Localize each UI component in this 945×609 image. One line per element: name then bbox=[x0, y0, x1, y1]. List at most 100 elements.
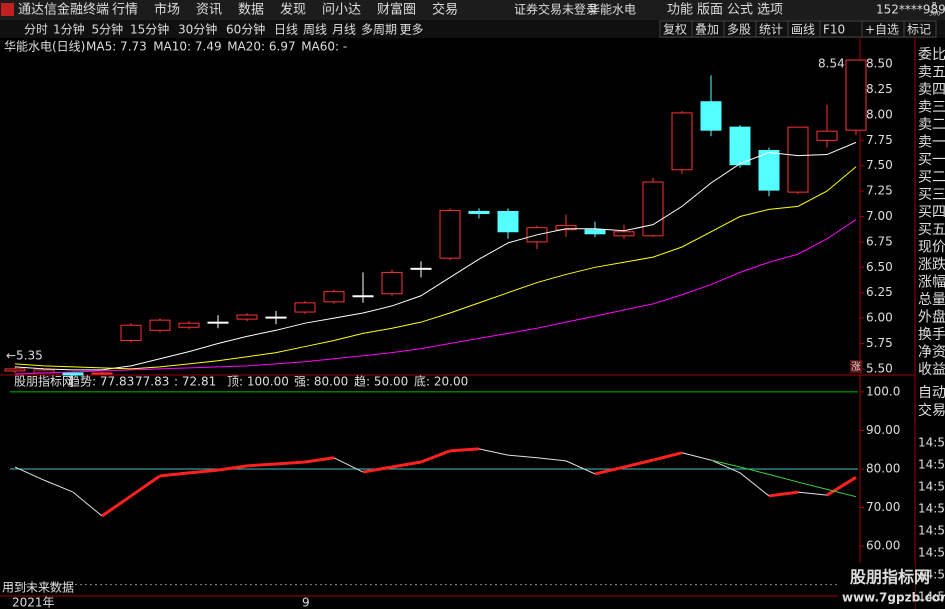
menu-item[interactable]: 问小达 bbox=[322, 3, 361, 18]
period-tab[interactable]: 60分钟 bbox=[226, 22, 265, 37]
period-tab[interactable]: 月线 bbox=[332, 23, 356, 37]
y-tick-label: 7.00 bbox=[866, 209, 893, 223]
trend-segment bbox=[710, 459, 741, 474]
menu-item[interactable]: 市场 bbox=[154, 2, 180, 18]
toolbar-button-label[interactable]: 叠加 bbox=[695, 23, 719, 37]
candle-body bbox=[497, 210, 519, 233]
toolbar-button-label[interactable]: +自选 bbox=[865, 23, 899, 37]
indicator-value: : 72.81 bbox=[174, 375, 216, 389]
candle-body bbox=[410, 267, 432, 270]
signal-line bbox=[710, 459, 857, 498]
side-label: 买三 bbox=[918, 187, 945, 203]
toolbar-button-label[interactable]: 多股 bbox=[727, 23, 751, 37]
candle-body bbox=[729, 126, 751, 166]
menu-right[interactable]: 功能 bbox=[667, 3, 693, 18]
candle-body bbox=[613, 231, 635, 237]
candle-body bbox=[265, 316, 287, 319]
side-time: 14:56 bbox=[918, 458, 945, 472]
menu-item[interactable]: 数据 bbox=[238, 3, 264, 18]
y-tick-label: 70.00 bbox=[866, 500, 900, 514]
toolbar-button-label[interactable]: 统计 bbox=[759, 23, 783, 37]
menu-bar bbox=[0, 0, 945, 20]
menu-right[interactable]: 选项 bbox=[757, 3, 783, 18]
side-auto[interactable]: 交易 bbox=[918, 402, 945, 419]
y-tick-label: 80.00 bbox=[866, 461, 900, 475]
trend-segment bbox=[101, 494, 132, 518]
side-label: 买五 bbox=[918, 222, 945, 238]
y-tick-label: 6.50 bbox=[866, 260, 893, 274]
ma-line bbox=[14, 166, 857, 370]
indicator-value: 77.83 bbox=[135, 375, 169, 389]
candle-body bbox=[4, 368, 26, 372]
ma-label: MA60: - bbox=[301, 40, 347, 54]
trend-segment bbox=[246, 462, 277, 468]
side-label: 买四 bbox=[918, 205, 945, 221]
watermark-url: www.7gpzb.com bbox=[842, 591, 945, 605]
trend-segment bbox=[333, 457, 364, 473]
menu-item[interactable]: 发现 bbox=[280, 2, 306, 18]
user: 152****9892 bbox=[876, 3, 945, 17]
side-auto[interactable]: 自动 bbox=[918, 385, 945, 401]
menu-item[interactable]: 行情 bbox=[112, 3, 138, 18]
side-time: 14:56 bbox=[918, 568, 945, 582]
y-tick-label: 8.00 bbox=[866, 107, 893, 121]
period-tab[interactable]: 1分钟 bbox=[53, 22, 85, 37]
toolbar-button-label[interactable]: 复权 bbox=[663, 23, 687, 37]
chart-title: 华能水电(日线) bbox=[4, 40, 85, 54]
watermark-box bbox=[838, 563, 915, 609]
side-label: 卖一 bbox=[918, 135, 945, 151]
y-tick-label: 6.75 bbox=[866, 234, 893, 248]
menu-item[interactable]: 财富圈 bbox=[377, 2, 416, 18]
side-label: 收益 bbox=[918, 362, 945, 378]
candle-body bbox=[439, 209, 461, 259]
candle-body bbox=[584, 229, 606, 235]
period-tab[interactable]: 周线 bbox=[303, 23, 327, 37]
flag: 涨 bbox=[851, 361, 861, 373]
y-tick-label: 5.75 bbox=[866, 336, 893, 350]
trend-segment bbox=[188, 468, 219, 475]
side-label: 净资 bbox=[918, 345, 945, 361]
menu-right[interactable]: 版面 bbox=[697, 3, 723, 18]
menu-item[interactable]: 交易 bbox=[432, 2, 458, 18]
y-tick-label: 7.25 bbox=[866, 184, 893, 198]
candle-body bbox=[294, 302, 316, 313]
period-tab[interactable]: 15分钟 bbox=[130, 22, 169, 37]
trend-segment bbox=[536, 457, 567, 462]
period-tab[interactable]: 30分钟 bbox=[178, 22, 217, 37]
y-tick-label: 7.50 bbox=[866, 158, 893, 172]
period-tab[interactable]: 5分钟 bbox=[92, 22, 124, 37]
candle-body bbox=[207, 321, 229, 324]
toolbar bbox=[0, 20, 945, 38]
app-icon bbox=[1, 3, 14, 16]
indicator-name: 股朋指标网 bbox=[14, 374, 74, 389]
side-time: 14:56 bbox=[918, 524, 945, 538]
side-label: 涨跌 bbox=[918, 257, 945, 273]
side-label: 现价 bbox=[918, 240, 945, 256]
toolbar-button-label[interactable]: F10 bbox=[823, 23, 845, 37]
toolbar-button[interactable] bbox=[903, 20, 937, 38]
candle-body bbox=[845, 59, 867, 131]
toolbar-button-label[interactable]: 标记 bbox=[907, 23, 931, 37]
candle-body bbox=[323, 291, 345, 303]
trend-segment bbox=[739, 472, 770, 497]
high-label: 8.54 bbox=[818, 57, 845, 71]
login-status[interactable]: 证券交易未登录 bbox=[514, 2, 598, 17]
menu-right[interactable]: 公式 bbox=[727, 3, 753, 18]
indicator-value: 趋: 50.00 bbox=[354, 375, 408, 389]
menu-item[interactable]: 资讯 bbox=[196, 3, 222, 18]
period-tab[interactable]: 分时 bbox=[24, 23, 48, 37]
period-tab[interactable]: 更多 bbox=[400, 23, 424, 37]
side-label: 换手 bbox=[918, 326, 945, 343]
period-tab[interactable]: 多周期 bbox=[361, 23, 397, 37]
app-name: 通达信金融终端 bbox=[18, 2, 109, 18]
candle-body bbox=[700, 101, 722, 131]
low-label: ←5.35 bbox=[6, 349, 43, 363]
side-label: 委比 bbox=[918, 47, 945, 63]
period-tab[interactable]: 日线 bbox=[274, 23, 298, 37]
side-label: 卖四 bbox=[918, 82, 945, 98]
trend-segment bbox=[72, 491, 103, 517]
candle-body bbox=[671, 112, 693, 171]
month-label: 9 bbox=[302, 596, 310, 609]
toolbar-button-label[interactable]: 画线 bbox=[791, 23, 815, 37]
trend-segment bbox=[420, 449, 451, 464]
